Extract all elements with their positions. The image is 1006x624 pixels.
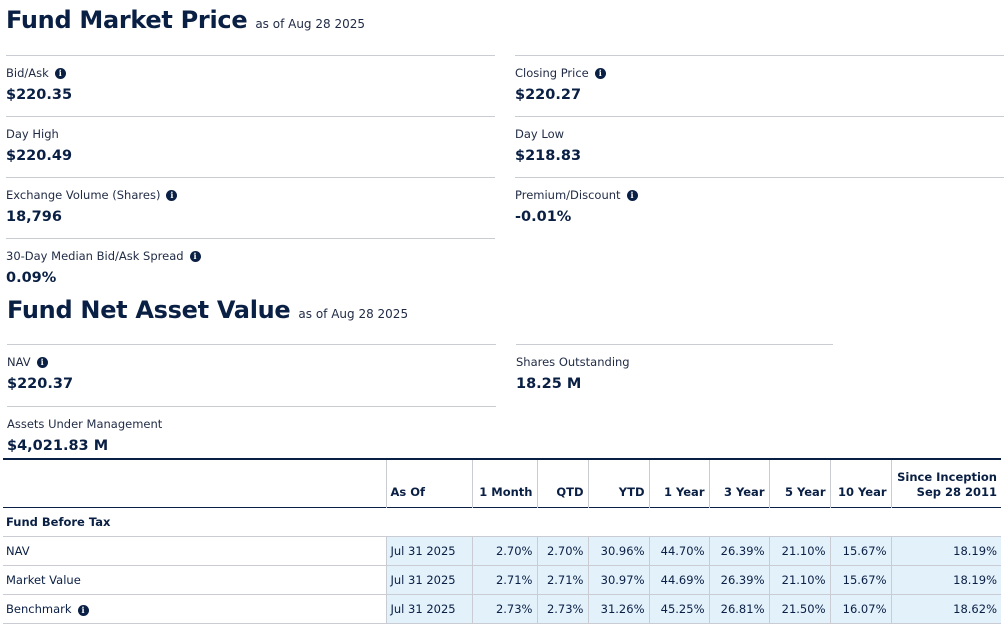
metric-label: Exchange Volume (Shares) [6,188,161,202]
table-cell: 18.62% [890,594,1001,624]
metric-value: 18.25 M [516,376,582,392]
metric-day-high: Day High $220.49 [6,116,495,164]
metric-shares-outstanding: Shares Outstanding 18.25 M [516,344,833,392]
header-as-of: As Of [385,459,472,508]
table-cell: 31.26% [587,594,649,624]
metric-label: Premium/Discount [515,188,621,202]
table-row: Market Value Jul 31 2025 2.71% 2.71% 30.… [3,565,1001,595]
row-label: Market Value [3,565,386,595]
metric-value: $218.83 [515,148,582,164]
market-price-title: Fund Market Price [6,6,248,34]
metric-label: Bid/Ask [6,66,49,80]
metric-aum: Assets Under Management $4,021.83 M [7,406,496,454]
table-row: Benchmark i Jul 31 2025 2.73% 2.73% 31.26… [3,594,1001,624]
market-price-heading: Fund Market Price as of Aug 28 2025 [6,6,365,34]
metric-label: Day High [6,127,59,141]
metric-bid-ask: Bid/Ask i $220.35 [6,55,495,103]
table-cell: 21.10% [768,536,830,566]
header-1-year: 1 Year [648,459,709,508]
table-cell: Jul 31 2025 [385,565,472,595]
table-cell: 15.67% [829,536,891,566]
metric-median-spread: 30-Day Median Bid/Ask Spread i 0.09% [6,238,495,286]
metric-value: $4,021.83 M [7,438,109,454]
table-cell: 30.96% [587,536,649,566]
metric-premium-discount: Premium/Discount i -0.01% [515,177,1004,225]
table-row: NAV Jul 31 2025 2.70% 2.70% 30.96% 44.70… [3,536,1001,566]
info-icon[interactable]: i [54,67,66,79]
table-cell: 2.71% [471,565,537,595]
table-cell: 44.69% [648,565,709,595]
metric-value: $220.35 [6,87,73,103]
metric-label: NAV [7,355,31,369]
table-cell: 21.50% [768,594,830,624]
header-label [3,459,386,508]
table-cell: 2.71% [536,565,588,595]
nav-heading: Fund Net Asset Value as of Aug 28 2025 [7,296,408,324]
info-icon[interactable]: i [626,189,638,201]
metric-exchange-volume: Exchange Volume (Shares) i 18,796 [6,177,495,225]
metric-value: 0.09% [6,270,57,286]
header-3-year: 3 Year [708,459,769,508]
performance-table: As Of 1 Month QTD YTD 1 Year 3 Year 5 Ye… [3,458,1001,624]
group-label: Fund Before Tax [3,507,1001,537]
table-cell: 18.19% [890,565,1001,595]
nav-title: Fund Net Asset Value [7,296,291,324]
table-cell: 21.10% [768,565,830,595]
metric-value: $220.37 [7,376,74,392]
header-since-inception: Since Inception Sep 28 2011 [890,459,1001,508]
metric-value: $220.27 [515,87,582,103]
metric-label: Shares Outstanding [516,355,630,369]
metric-label: Assets Under Management [7,417,163,431]
metric-label: Closing Price [515,66,589,80]
table-cell: Jul 31 2025 [385,594,472,624]
header-1-month: 1 Month [471,459,537,508]
table-cell: Jul 31 2025 [385,536,472,566]
metric-value: -0.01% [515,209,572,225]
table-cell: 16.07% [829,594,891,624]
market-price-as-of: as of Aug 28 2025 [255,17,365,31]
nav-as-of: as of Aug 28 2025 [298,307,409,321]
table-cell: 18.19% [890,536,1001,566]
table-cell: 26.81% [708,594,769,624]
metric-label: 30-Day Median Bid/Ask Spread [6,249,184,263]
metric-day-low: Day Low $218.83 [515,116,1004,164]
info-icon[interactable]: i [77,605,89,616]
info-icon[interactable]: i [189,250,201,262]
table-group-row: Fund Before Tax [3,507,1001,537]
row-label: NAV [3,536,386,566]
header-qtd: QTD [536,459,588,508]
header-10-year: 10 Year [829,459,891,508]
table-cell: 44.70% [648,536,709,566]
table-cell: 2.70% [536,536,588,566]
metric-nav: NAV i $220.37 [7,344,496,392]
row-label: Benchmark i [3,594,386,624]
header-ytd: YTD [587,459,649,508]
table-cell: 26.39% [708,536,769,566]
table-cell: 2.73% [536,594,588,624]
metric-label: Day Low [515,127,565,141]
table-cell: 2.73% [471,594,537,624]
info-icon[interactable]: i [36,356,48,368]
metric-closing-price: Closing Price i $220.27 [515,55,1004,103]
metric-value: 18,796 [6,209,62,225]
table-cell: 45.25% [648,594,709,624]
inception-date: Sep 28 2011 [916,485,997,499]
header-5-year: 5 Year [768,459,830,508]
metric-value: $220.49 [6,148,73,164]
table-cell: 30.97% [587,565,649,595]
info-icon[interactable]: i [594,67,606,79]
table-cell: 2.70% [471,536,537,566]
table-cell: 15.67% [829,565,891,595]
info-icon[interactable]: i [166,189,178,201]
table-header-row: As Of 1 Month QTD YTD 1 Year 3 Year 5 Ye… [3,459,1001,508]
table-cell: 26.39% [708,565,769,595]
